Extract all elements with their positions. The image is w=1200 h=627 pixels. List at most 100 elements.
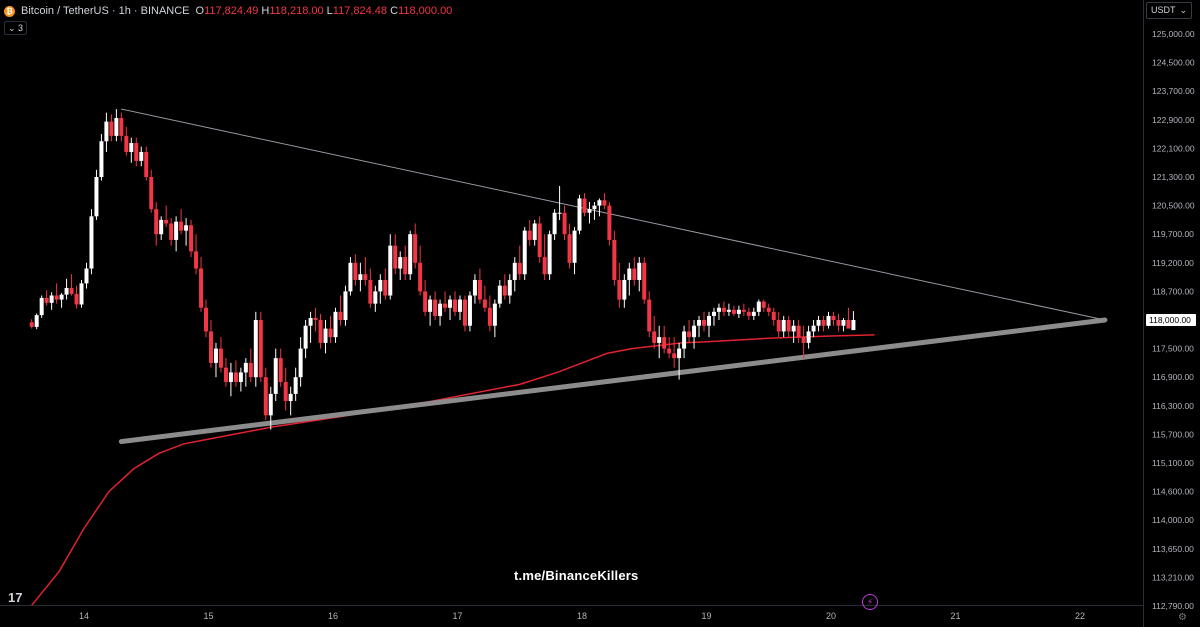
candle-body <box>174 221 179 240</box>
candle-body <box>243 362 248 373</box>
candle-body <box>592 205 597 210</box>
candle-body <box>632 268 637 280</box>
indicators-toggle[interactable]: ⌄ 3 <box>4 21 28 35</box>
currency-selector[interactable]: USDT ⌄ <box>1146 2 1192 19</box>
candle-body <box>746 311 751 316</box>
last-price-tag: 118,000.00 <box>1146 314 1196 326</box>
candle-body <box>238 372 243 382</box>
settings-gear-icon[interactable]: ⚙ <box>1178 612 1187 623</box>
candle-body <box>164 219 169 224</box>
candle-body <box>283 381 288 402</box>
candle-body <box>841 320 846 326</box>
candle-body <box>552 212 557 235</box>
candle-body <box>776 320 781 332</box>
candle-body <box>398 257 403 269</box>
y-tick-label: 122,900.00 <box>1152 115 1195 125</box>
candle-body <box>517 262 522 275</box>
candle-body <box>826 315 831 326</box>
candle-body <box>308 317 313 326</box>
chevron-down-icon: ⌄ <box>1179 5 1187 15</box>
candle-body <box>831 315 836 320</box>
candle-body <box>408 234 413 275</box>
candle-body <box>731 309 736 314</box>
candle-body <box>672 353 677 359</box>
candle-body <box>323 328 328 343</box>
y-tick-label: 116,900.00 <box>1152 372 1194 382</box>
candle-body <box>567 234 572 263</box>
candle-body <box>248 362 253 378</box>
tradingview-logo[interactable]: 17 <box>8 590 23 605</box>
y-tick-label: 116,300.00 <box>1152 401 1194 411</box>
candle-body <box>652 331 657 343</box>
candle-body <box>333 311 338 338</box>
y-tick-label: 125,000.00 <box>1152 29 1195 39</box>
candle-body <box>811 325 816 332</box>
candle-body <box>288 393 293 402</box>
candle-body <box>438 303 443 316</box>
lightning-icon[interactable]: ⚡ <box>862 594 878 610</box>
candle-body <box>313 317 318 320</box>
bitcoin-icon: ₿ <box>4 5 15 17</box>
candle-body <box>537 223 542 258</box>
candle-body <box>413 234 418 263</box>
watermark: t.me/BinanceKillers <box>514 568 639 583</box>
candle-body <box>353 262 358 280</box>
candle-body <box>741 309 746 312</box>
candle-body <box>786 320 791 332</box>
candle-body <box>328 328 333 338</box>
candle-body <box>199 268 204 308</box>
candle-body <box>368 279 373 304</box>
candle-body <box>751 311 756 316</box>
candle-body <box>154 209 159 235</box>
candle-body <box>662 337 667 349</box>
x-tick-label: 21 <box>950 611 960 621</box>
candle-body <box>189 225 194 252</box>
candle-body <box>702 320 707 326</box>
trendline-upper <box>120 108 1106 321</box>
x-tick-label: 19 <box>701 611 711 621</box>
candle-body <box>94 177 99 217</box>
candle-body <box>487 307 492 326</box>
candle-body <box>453 299 458 312</box>
x-tick-label: 16 <box>328 611 338 621</box>
y-tick-label: 122,100.00 <box>1152 143 1195 153</box>
candle-body <box>99 141 104 177</box>
last-price-tag-bg <box>1146 314 1196 326</box>
y-tick-label: 120,500.00 <box>1152 201 1195 211</box>
time-axis[interactable]: 14 15 16 17 18 19 20 21 22 <box>0 605 1143 622</box>
symbol-title[interactable]: Bitcoin / TetherUS · 1h · BINANCE <box>21 5 190 17</box>
y-tick-label: 113,650.00 <box>1152 544 1194 554</box>
candle-body <box>29 322 34 327</box>
candle-body <box>34 315 39 327</box>
candle-body <box>218 348 223 368</box>
candle-body <box>318 320 323 343</box>
y-tick-label: 115,700.00 <box>1152 429 1194 439</box>
candle-body <box>542 257 547 275</box>
candle-body <box>358 274 363 280</box>
candle-body <box>263 377 268 416</box>
candle-body <box>383 279 388 296</box>
candle-body <box>756 301 761 312</box>
candle-body <box>647 299 652 332</box>
candle-body <box>851 320 856 331</box>
candle-body <box>716 307 721 312</box>
candle-body <box>692 325 697 338</box>
candle-body <box>208 331 213 363</box>
y-tick-label: 123,700.00 <box>1152 86 1195 96</box>
candle-body <box>59 294 64 300</box>
candle-body <box>572 230 577 263</box>
last-price-label: 118,000.00 <box>1149 315 1191 325</box>
candle-body <box>213 348 218 363</box>
candle-body <box>492 303 497 326</box>
candle-body <box>74 293 79 305</box>
candle-body <box>736 309 741 314</box>
chart-legend: ₿ Bitcoin / TetherUS · 1h · BINANCE O117… <box>4 4 452 18</box>
candle-body <box>109 121 114 136</box>
x-tick-label: 15 <box>203 611 213 621</box>
candle-body <box>443 303 448 308</box>
candle-body <box>228 372 233 382</box>
candle-body <box>418 262 423 292</box>
candle-body <box>507 279 512 296</box>
price-axis[interactable]: 125,000.00 124,500.00 123,700.00 122,900.00… <box>1143 0 1195 627</box>
